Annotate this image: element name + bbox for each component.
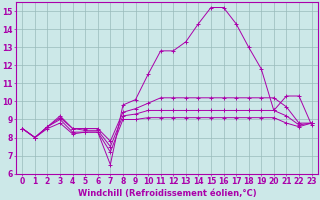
X-axis label: Windchill (Refroidissement éolien,°C): Windchill (Refroidissement éolien,°C): [78, 189, 256, 198]
